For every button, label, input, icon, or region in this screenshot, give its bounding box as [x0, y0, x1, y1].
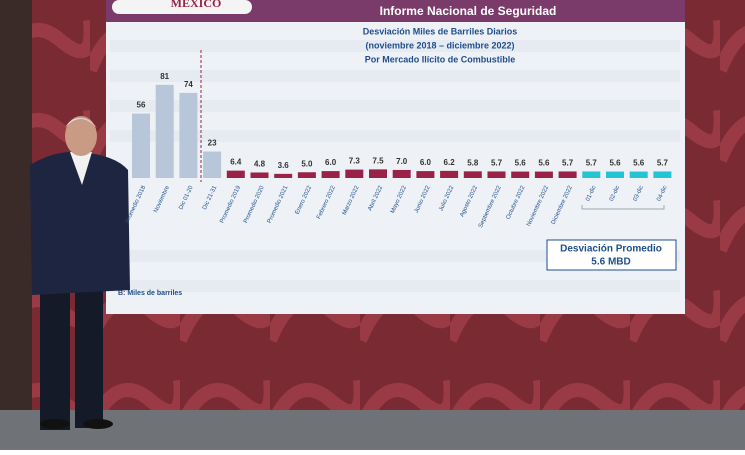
chart-title: Desviación Miles de Barriles Diarios	[363, 26, 518, 36]
value-label: 6.4	[230, 158, 242, 167]
bar	[440, 170, 459, 178]
speaker	[30, 116, 130, 430]
floor	[0, 410, 745, 450]
bar	[203, 151, 222, 178]
logo-pill	[112, 0, 252, 14]
bar	[606, 171, 624, 178]
bar	[534, 171, 553, 178]
bar	[274, 173, 293, 178]
value-label: 5.6	[515, 159, 527, 168]
bar	[416, 171, 435, 178]
bar	[155, 84, 174, 178]
footnote: B: Miles de barriles	[118, 290, 182, 297]
value-label: 56	[137, 101, 146, 110]
bar	[226, 170, 245, 178]
value-label: 74	[184, 80, 193, 89]
value-label: 5.0	[301, 159, 313, 168]
value-label: 5.7	[586, 159, 598, 168]
bar	[369, 169, 387, 178]
bar	[250, 172, 269, 178]
bar	[463, 171, 482, 178]
summary-value: 5.6 MBD	[591, 257, 630, 268]
value-label: 6.2	[444, 158, 456, 167]
value-label: 81	[160, 72, 169, 81]
value-label: 5.8	[467, 158, 479, 167]
bar	[321, 171, 340, 178]
side-wall	[0, 0, 32, 410]
value-label: 5.6	[609, 159, 621, 168]
stripes	[110, 40, 680, 292]
value-label: 5.7	[491, 159, 503, 168]
value-label: 7.5	[372, 156, 384, 165]
value-label: 4.8	[254, 160, 266, 169]
bar	[558, 171, 577, 178]
value-label: 5.7	[562, 159, 574, 168]
bar	[487, 171, 506, 178]
chart-subtitle: Por Mercado Ilícito de Combustible	[365, 54, 516, 64]
value-label: 7.0	[396, 157, 408, 166]
summary-title: Desviación Promedio	[560, 244, 662, 255]
bar	[179, 92, 198, 178]
bar	[653, 171, 672, 178]
value-label: 3.6	[278, 161, 290, 170]
bar	[629, 171, 648, 178]
value-label: 23	[208, 139, 217, 148]
value-label: 5.7	[657, 159, 669, 168]
chart-subtitle: (noviembre 2018 – diciembre 2022)	[365, 40, 514, 50]
bar	[511, 171, 530, 178]
bar	[392, 169, 411, 178]
value-label: 6.0	[420, 158, 432, 167]
header-title: Informe Nacional de Seguridad	[380, 4, 557, 18]
bar	[297, 172, 316, 178]
bar	[345, 169, 364, 178]
bar	[582, 171, 601, 178]
bar	[132, 113, 150, 178]
bracket	[581, 205, 665, 210]
summary-box	[546, 239, 677, 271]
logo: MÉXICO	[171, 0, 222, 10]
value-label: 6.0	[325, 158, 337, 167]
value-label: 5.6	[633, 159, 645, 168]
value-label: 5.6	[538, 159, 550, 168]
value-label: 7.3	[349, 157, 361, 166]
